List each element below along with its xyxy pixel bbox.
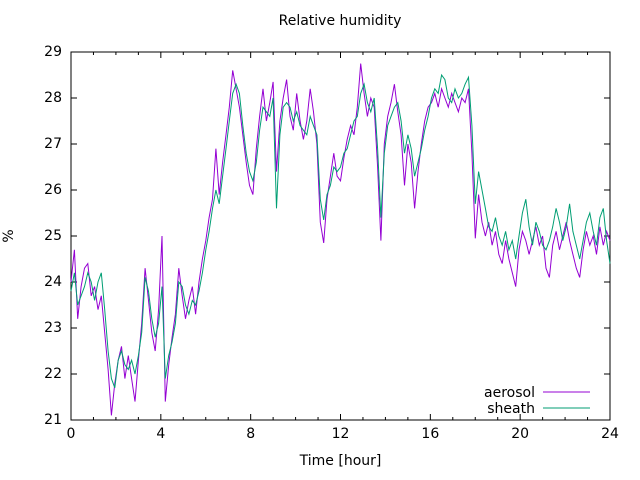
- x-tick-label-20: 20: [511, 426, 530, 442]
- sheath-series-line: [70, 73, 611, 388]
- x-tick-label-16: 16: [421, 426, 440, 442]
- x-tick-label-0: 0: [66, 426, 76, 442]
- x-tick-label-24: 24: [601, 426, 619, 442]
- plot-border: [70, 51, 611, 421]
- y-tick-label-27: 27: [44, 136, 62, 152]
- y-tick-label-22: 22: [44, 366, 62, 382]
- y-tick-label-28: 28: [44, 90, 62, 106]
- y-tick-label-24: 24: [44, 274, 62, 290]
- x-tick-label-8: 8: [246, 426, 256, 442]
- y-tick-label-21: 21: [44, 412, 62, 428]
- legend-label-sheath: sheath: [487, 401, 535, 417]
- aerosol-series-line: [70, 63, 611, 416]
- y-tick-label-25: 25: [44, 228, 62, 244]
- y-tick-label-29: 29: [44, 44, 62, 60]
- y-tick-label-26: 26: [44, 182, 62, 198]
- chart-title: Relative humidity: [278, 13, 402, 29]
- x-tick-label-12: 12: [331, 426, 350, 442]
- y-tick-label-23: 23: [44, 320, 62, 336]
- legend-label-aerosol: aerosol: [484, 385, 535, 401]
- x-axis-label: Time [hour]: [299, 453, 382, 469]
- x-tick-label-4: 4: [156, 426, 166, 442]
